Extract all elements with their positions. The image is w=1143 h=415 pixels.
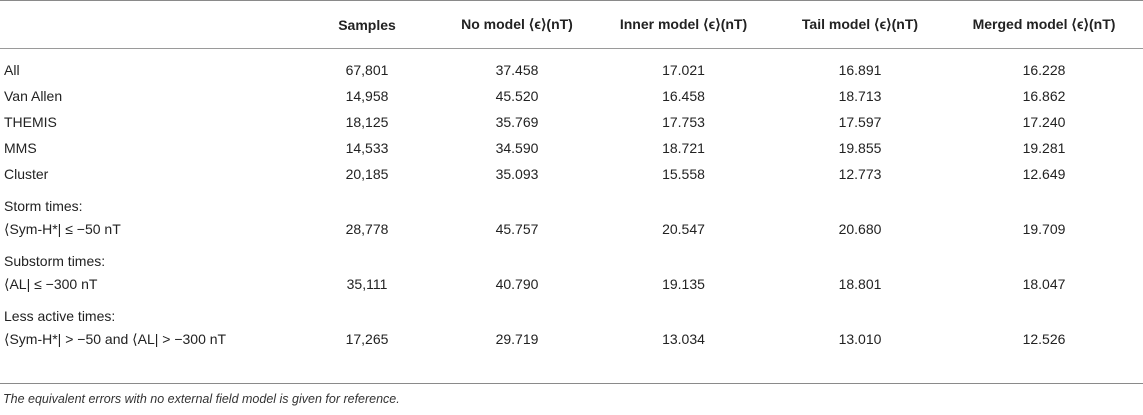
- header-cell-blank: [0, 0, 292, 49]
- cell-value: 13.034: [662, 331, 705, 347]
- row-label: MMS: [4, 140, 37, 156]
- cell-value: 19.135: [662, 276, 705, 292]
- bottom-rule: [0, 383, 1143, 384]
- cell-value: 28,778: [345, 221, 389, 237]
- header-cell-merged-model: Merged model ⟨ϵ⟩(nT): [972, 16, 1116, 32]
- cell-value: 12.526: [1022, 331, 1066, 347]
- group-heading-row: Less active times:: [0, 305, 1143, 326]
- cell-value: 40.790: [495, 276, 539, 292]
- cell-value: 19.709: [1022, 221, 1066, 237]
- cell-value: 18.801: [838, 276, 882, 292]
- cell-value: 37.458: [495, 62, 539, 78]
- cell-value: 35,111: [346, 276, 388, 292]
- cell-value: 35.093: [495, 166, 539, 182]
- cell-value: 18.721: [662, 140, 705, 156]
- header-row: Samples No model ⟨ϵ⟩(nT) Inner model ⟨ϵ⟩…: [0, 0, 1143, 49]
- cell-value: 12.649: [1022, 166, 1066, 182]
- row-label: Van Allen: [4, 88, 63, 104]
- row-label: THEMIS: [4, 114, 57, 130]
- cell-value: 19.281: [1022, 140, 1066, 156]
- cell-value: 67,801: [345, 62, 389, 78]
- cell-value: 13.010: [838, 331, 882, 347]
- cell-value: 17,265: [345, 331, 389, 347]
- cell-value: 20,185: [345, 166, 389, 182]
- cell-value: 19.855: [838, 140, 882, 156]
- table-row: ⟨Sym-H*| ≤ −50 nT 28,778 45.757 20.547 2…: [0, 216, 1143, 242]
- table-row: ⟨AL| ≤ −300 nT 35,111 40.790 19.135 18.8…: [0, 271, 1143, 297]
- group-heading-row: Substorm times:: [0, 250, 1143, 271]
- row-label: ⟨Sym-H*| ≤ −50 nT: [4, 220, 121, 237]
- table-row: All 67,801 37.458 17.021 16.891 16.228: [0, 57, 1143, 83]
- cell-value: 14,958: [345, 88, 389, 104]
- group-heading-row: Storm times:: [0, 195, 1143, 216]
- cell-value: 16.458: [662, 88, 705, 104]
- cell-value: 16.891: [838, 62, 882, 78]
- table-footnote: The equivalent errors with no external f…: [3, 392, 400, 406]
- header-cell-samples: Samples: [338, 16, 396, 33]
- table-row: THEMIS 18,125 35.769 17.753 17.597 17.24…: [0, 109, 1143, 135]
- cell-value: 16.228: [1022, 62, 1066, 78]
- header-cell-no-model: No model ⟨ϵ⟩(nT): [461, 16, 573, 32]
- cell-value: 29.719: [495, 331, 539, 347]
- group-heading: Storm times:: [4, 197, 83, 214]
- table-row: ⟨Sym-H*| > −50 and ⟨AL| > −300 nT 17,265…: [0, 326, 1143, 352]
- header-cell-tail-model: Tail model ⟨ϵ⟩(nT): [801, 16, 919, 32]
- cell-value: 17.021: [662, 62, 705, 78]
- table-row: Van Allen 14,958 45.520 16.458 18.713 16…: [0, 83, 1143, 109]
- header-cell-inner-model: Inner model ⟨ϵ⟩(nT): [619, 16, 748, 32]
- cell-value: 15.558: [662, 166, 705, 182]
- cell-value: 17.240: [1022, 114, 1066, 130]
- cell-value: 18,125: [345, 114, 389, 130]
- cell-value: 18.713: [838, 88, 882, 104]
- results-table: Samples No model ⟨ϵ⟩(nT) Inner model ⟨ϵ⟩…: [0, 0, 1143, 352]
- cell-value: 45.520: [495, 88, 539, 104]
- cell-value: 35.769: [495, 114, 539, 130]
- cell-value: 20.547: [662, 221, 705, 237]
- cell-value: 12.773: [838, 166, 882, 182]
- cell-value: 18.047: [1022, 276, 1066, 292]
- cell-value: 20.680: [838, 221, 882, 237]
- cell-value: 17.753: [662, 114, 705, 130]
- table-row: Cluster 20,185 35.093 15.558 12.773 12.6…: [0, 161, 1143, 187]
- cell-value: 14,533: [345, 140, 389, 156]
- cell-value: 34.590: [495, 140, 539, 156]
- cell-value: 45.757: [495, 221, 539, 237]
- row-label: ⟨AL| ≤ −300 nT: [4, 275, 98, 292]
- row-label: Cluster: [4, 166, 49, 182]
- table-row: MMS 14,533 34.590 18.721 19.855 19.281: [0, 135, 1143, 161]
- row-label: ⟨Sym-H*| > −50 and ⟨AL| > −300 nT: [4, 330, 227, 347]
- top-rule: [0, 0, 1143, 1]
- row-label: All: [4, 62, 20, 78]
- header-rule: [0, 48, 1143, 49]
- group-heading: Substorm times:: [4, 252, 106, 269]
- cell-value: 17.597: [838, 114, 882, 130]
- cell-value: 16.862: [1022, 88, 1066, 104]
- group-heading: Less active times:: [4, 307, 116, 324]
